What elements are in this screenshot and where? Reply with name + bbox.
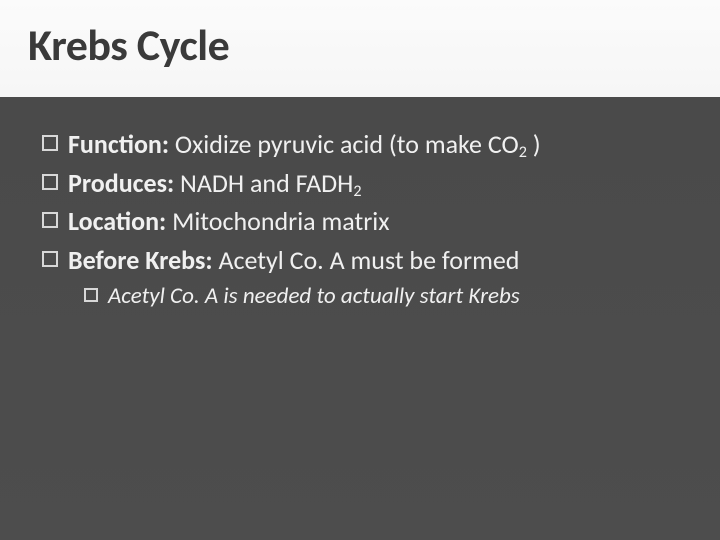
bullet-label: Location:: [68, 205, 166, 237]
bullet-body: Acetyl Co. A must be formed: [213, 244, 520, 276]
bullet-body: NADH and FADH: [174, 167, 353, 199]
bullet-tail: ): [527, 128, 541, 160]
square-bullet-icon: [84, 288, 98, 302]
slide-body: Function: Oxidize pyruvic acid (to make …: [42, 128, 680, 317]
bullet-body: Mitochondria matrix: [166, 205, 389, 237]
sub-bullet-acetyl: Acetyl Co. A is needed to actually start…: [84, 282, 680, 311]
subscript: 2: [353, 182, 361, 201]
slide-title: Krebs Cycle: [28, 18, 229, 72]
bullet-location: Location: Mitochondria matrix: [42, 205, 680, 238]
bullet-text: Function: Oxidize pyruvic acid (to make …: [68, 128, 680, 161]
subscript: 2: [519, 143, 527, 162]
bullet-text: Produces: NADH and FADH2: [68, 167, 680, 200]
slide: Krebs Cycle Function: Oxidize pyruvic ac…: [0, 0, 720, 540]
bullet-produces: Produces: NADH and FADH2: [42, 167, 680, 200]
bullet-label: Produces:: [68, 167, 174, 199]
square-bullet-icon: [42, 135, 58, 151]
bullet-before-krebs: Before Krebs: Acetyl Co. A must be forme…: [42, 244, 680, 277]
bullet-label: Function:: [68, 128, 169, 160]
bullet-text: Before Krebs: Acetyl Co. A must be forme…: [68, 244, 680, 277]
bullet-body: Oxidize pyruvic acid (to make CO: [169, 128, 519, 160]
bullet-text: Location: Mitochondria matrix: [68, 205, 680, 238]
bullet-function: Function: Oxidize pyruvic acid (to make …: [42, 128, 680, 161]
bullet-label: Before Krebs:: [68, 244, 213, 276]
square-bullet-icon: [42, 212, 58, 228]
square-bullet-icon: [42, 174, 58, 190]
square-bullet-icon: [42, 251, 58, 267]
sub-bullet-text: Acetyl Co. A is needed to actually start…: [108, 282, 680, 311]
